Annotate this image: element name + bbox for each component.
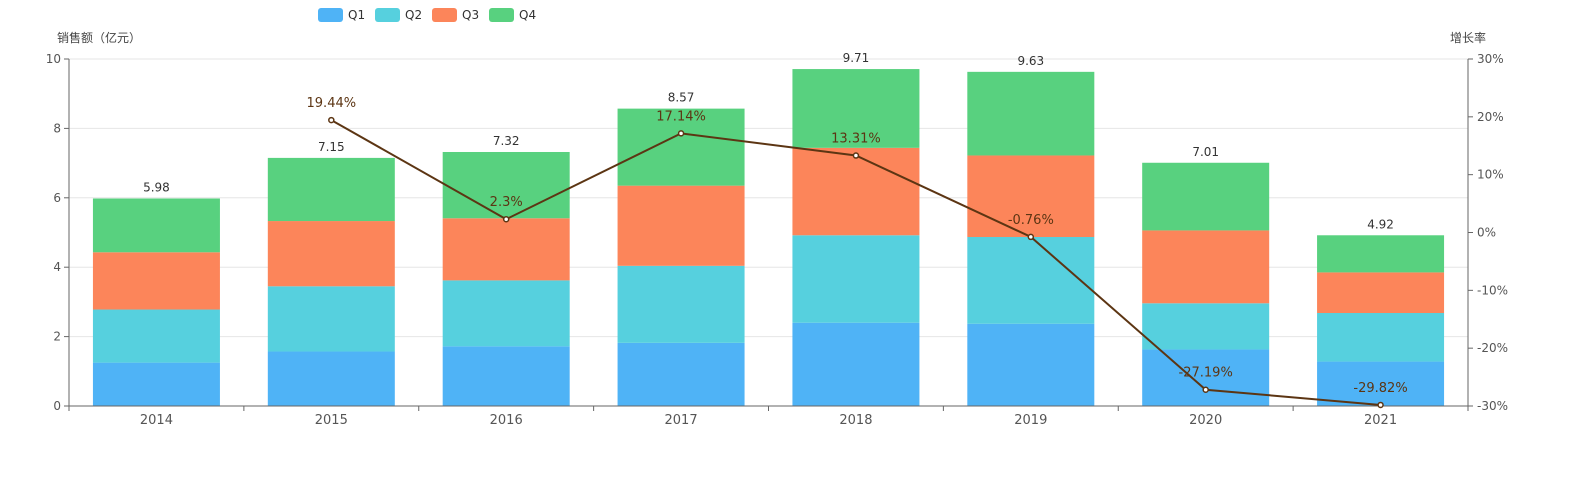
x-tick-label-2018: 2018 xyxy=(839,413,872,428)
total-label-2019: 9.63 xyxy=(1017,54,1044,68)
growth-rate-point-2015[interactable] xyxy=(328,116,335,124)
growth-rate-label-2018: 13.31% xyxy=(831,132,881,147)
bar-q4-2019[interactable] xyxy=(967,71,1095,156)
x-tick-label-2015: 2015 xyxy=(315,413,348,428)
left-tick-label: 2 xyxy=(53,330,61,344)
axes: 0 2 4 6 8 10 -30% -20% -10% 0% 10% 20% 30% 2014 2015 20… xyxy=(46,30,1508,428)
growth-rate-label-2021: -29.82% xyxy=(1353,381,1407,396)
bar-q1-2017[interactable] xyxy=(617,342,745,406)
bar-q2-2020[interactable] xyxy=(1142,303,1270,350)
right-tick-label: 10% xyxy=(1477,168,1504,182)
legend-swatch xyxy=(489,8,514,22)
right-tick-label: -20% xyxy=(1477,341,1508,355)
growth-rate-label-2020: -27.19% xyxy=(1179,366,1233,381)
bar-q3-2015[interactable] xyxy=(267,221,395,287)
bar-q1-2019[interactable] xyxy=(967,323,1095,406)
growth-rate-line xyxy=(328,116,1384,409)
legend-label: Q2 xyxy=(405,8,422,22)
bar-q4-2014[interactable] xyxy=(92,198,220,253)
bar-q3-2019[interactable] xyxy=(967,155,1095,238)
total-label-2014: 5.98 xyxy=(143,180,170,194)
growth-rate-label-2019: -0.76% xyxy=(1008,213,1054,228)
right-tick-label: 0% xyxy=(1477,226,1496,240)
total-label-2015: 7.15 xyxy=(318,140,345,154)
bar-q4-2020[interactable] xyxy=(1142,162,1270,231)
left-tick-label: 4 xyxy=(53,260,61,274)
bar-q4-2016[interactable] xyxy=(442,151,570,219)
growth-rate-point-2016[interactable] xyxy=(502,215,510,223)
left-axis-title: 销售额（亿元） xyxy=(57,30,141,45)
bar-q3-2017[interactable] xyxy=(617,185,745,266)
left-tick-label: 8 xyxy=(53,121,61,135)
data-labels: 5.98 7.15 7.32 8.57 9.71 9.63 7.01 4.92 19.44% 2.… xyxy=(143,51,1408,396)
bar-q4-2021[interactable] xyxy=(1317,235,1445,273)
legend-item-q2[interactable]: Q2 xyxy=(375,8,422,22)
right-tick-label: -30% xyxy=(1477,399,1508,413)
legend-item-q4[interactable]: Q4 xyxy=(489,8,536,22)
growth-rate-point-2021[interactable] xyxy=(1377,401,1384,409)
right-tick-label: 20% xyxy=(1477,110,1504,124)
stacked-bars xyxy=(92,69,1445,406)
growth-rate-label-2016: 2.3% xyxy=(490,195,523,210)
bar-q1-2021[interactable] xyxy=(1317,361,1445,406)
bar-q3-2020[interactable] xyxy=(1142,230,1270,304)
legend-label: Q1 xyxy=(348,8,365,22)
growth-rate-point-2018[interactable] xyxy=(852,152,860,159)
bar-q1-2016[interactable] xyxy=(442,346,570,406)
right-tick-label: -10% xyxy=(1477,283,1508,297)
legend-item-q1[interactable]: Q1 xyxy=(318,8,365,22)
bar-q2-2018[interactable] xyxy=(792,235,920,323)
legend[interactable]: Q1 Q2 Q3 Q4 xyxy=(318,8,536,22)
growth-rate-point-2020[interactable] xyxy=(1202,386,1209,393)
bar-q1-2015[interactable] xyxy=(267,351,395,406)
bar-q2-2021[interactable] xyxy=(1317,313,1445,362)
total-label-2020: 7.01 xyxy=(1192,145,1219,159)
total-label-2016: 7.32 xyxy=(493,134,520,148)
left-tick-label: 6 xyxy=(53,191,61,205)
bar-q2-2019[interactable] xyxy=(967,237,1095,324)
legend-label: Q3 xyxy=(462,8,479,22)
growth-rate-point-2017[interactable] xyxy=(677,130,685,137)
total-label-2021: 4.92 xyxy=(1367,217,1394,231)
x-tick-label-2014: 2014 xyxy=(140,413,173,428)
legend-swatch xyxy=(318,8,343,22)
total-label-2018: 9.71 xyxy=(843,51,870,65)
left-tick-label: 10 xyxy=(46,52,61,66)
bar-q1-2014[interactable] xyxy=(92,362,220,406)
bar-q2-2015[interactable] xyxy=(267,286,395,352)
bar-q3-2014[interactable] xyxy=(92,252,220,310)
bar-q4-2017[interactable] xyxy=(617,108,745,186)
growth-rate-label-2015: 19.44% xyxy=(307,96,357,111)
x-tick-label-2020: 2020 xyxy=(1189,413,1222,428)
growth-rate-label-2017: 17.14% xyxy=(656,109,706,124)
right-axis-title: 增长率 xyxy=(1450,30,1486,45)
bar-q2-2016[interactable] xyxy=(442,280,570,347)
bar-q2-2014[interactable] xyxy=(92,309,220,363)
bar-q4-2018[interactable] xyxy=(792,69,920,148)
right-tick-label: 30% xyxy=(1477,52,1504,66)
legend-swatch xyxy=(375,8,400,22)
bar-q4-2015[interactable] xyxy=(267,157,395,222)
legend-swatch xyxy=(432,8,457,22)
bar-q1-2018[interactable] xyxy=(792,322,920,406)
x-tick-label-2019: 2019 xyxy=(1014,413,1047,428)
bar-q3-2018[interactable] xyxy=(792,147,920,236)
total-label-2017: 8.57 xyxy=(668,91,695,105)
x-tick-label-2016: 2016 xyxy=(490,413,523,428)
bar-q2-2017[interactable] xyxy=(617,265,745,343)
bar-q3-2016[interactable] xyxy=(442,218,570,281)
bar-q3-2021[interactable] xyxy=(1317,272,1445,314)
legend-item-q3[interactable]: Q3 xyxy=(432,8,479,22)
bar-q1-2020[interactable] xyxy=(1142,349,1270,406)
growth-rate-point-2019[interactable] xyxy=(1027,233,1035,241)
x-tick-label-2017: 2017 xyxy=(665,413,698,428)
legend-label: Q4 xyxy=(519,8,536,22)
x-tick-label-2021: 2021 xyxy=(1364,413,1397,428)
left-tick-label: 0 xyxy=(53,399,61,413)
